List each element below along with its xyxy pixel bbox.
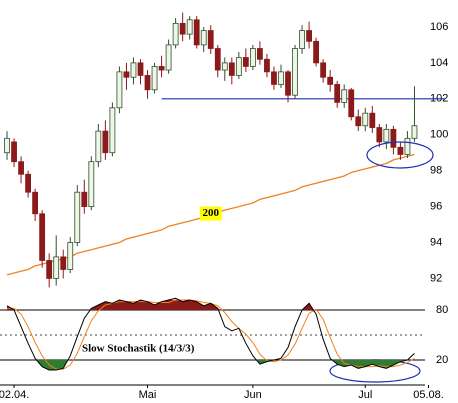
candle-body xyxy=(95,130,102,163)
candle-body xyxy=(11,141,17,163)
candle-body xyxy=(299,30,305,49)
candle-body xyxy=(130,62,137,78)
y-tick-label: 94 xyxy=(430,236,442,248)
candle-body xyxy=(221,62,228,71)
indicator-title: Slow Stochastik (14/3/3) xyxy=(82,343,195,355)
candle-body xyxy=(271,71,277,85)
candle-body xyxy=(369,112,376,128)
y-tick-label: 104 xyxy=(430,57,448,69)
candle-body xyxy=(81,191,88,207)
candle-body xyxy=(116,71,123,109)
candle-body xyxy=(109,107,116,154)
candle-body xyxy=(383,128,390,143)
overbought-fill xyxy=(7,300,415,310)
y-tick-label: 20 xyxy=(436,354,448,366)
candle-body xyxy=(151,66,158,91)
x-tick-label: 05.08. xyxy=(413,389,444,401)
candle-body xyxy=(60,256,67,270)
candle-body xyxy=(257,48,263,60)
candle-body xyxy=(123,71,130,78)
candle-body xyxy=(313,40,320,64)
candle-body xyxy=(4,137,10,154)
candle-body xyxy=(46,260,53,279)
candle-body xyxy=(235,57,242,76)
candle-body xyxy=(327,76,334,85)
candle-body xyxy=(411,125,418,139)
ma-label-box xyxy=(199,206,222,221)
candle-body xyxy=(186,19,193,35)
x-tick-label: Jun xyxy=(244,389,262,401)
candle-body xyxy=(376,127,383,143)
candle-body xyxy=(214,48,221,71)
candle-body xyxy=(74,191,81,243)
candle-body xyxy=(355,116,362,127)
candle-body xyxy=(320,62,327,78)
candle-body xyxy=(278,71,284,85)
candle-body xyxy=(404,137,411,155)
candle-body xyxy=(306,30,312,42)
candle-body xyxy=(341,89,348,103)
candle-body xyxy=(207,30,214,49)
candle-body xyxy=(242,57,249,67)
candle-body xyxy=(67,242,74,270)
y-tick-label: 80 xyxy=(436,304,448,316)
candle-body xyxy=(88,161,95,207)
candle-body xyxy=(25,173,31,193)
candle-body xyxy=(18,161,24,175)
candle-body xyxy=(264,58,270,73)
ma-label: 200 xyxy=(202,207,219,219)
y-tick-label: 98 xyxy=(430,165,442,177)
y-tick-label: 100 xyxy=(430,129,448,141)
candle-body xyxy=(228,62,235,76)
candle-body xyxy=(348,89,355,118)
candle-body xyxy=(200,30,207,46)
candle-body xyxy=(285,71,291,96)
stochastic-line xyxy=(6,297,415,371)
candle-body xyxy=(362,112,369,127)
y-tick-label: 92 xyxy=(430,272,442,284)
candle-body xyxy=(53,256,60,279)
x-tick-label: 02.04. xyxy=(0,389,29,401)
candle-body xyxy=(334,84,341,103)
x-tick-label: Mai xyxy=(139,389,157,401)
candle-body xyxy=(32,191,39,215)
candle-body xyxy=(158,66,165,71)
candle-body xyxy=(102,130,109,154)
candle-body xyxy=(172,22,179,46)
candle-body xyxy=(179,22,186,35)
y-tick-label: 106 xyxy=(430,21,448,33)
highlight-ellipse xyxy=(366,141,434,169)
candle-body xyxy=(292,48,298,96)
candle-body xyxy=(39,213,46,261)
y-tick-label: 96 xyxy=(430,200,442,212)
candle-body xyxy=(249,48,256,67)
candle-body xyxy=(137,62,144,76)
candle-body xyxy=(165,44,172,71)
candle-body xyxy=(144,75,151,91)
candle-body xyxy=(397,146,404,155)
candle-body xyxy=(390,128,397,148)
x-tick-label: Jul xyxy=(358,389,372,401)
candle-body xyxy=(193,19,200,46)
